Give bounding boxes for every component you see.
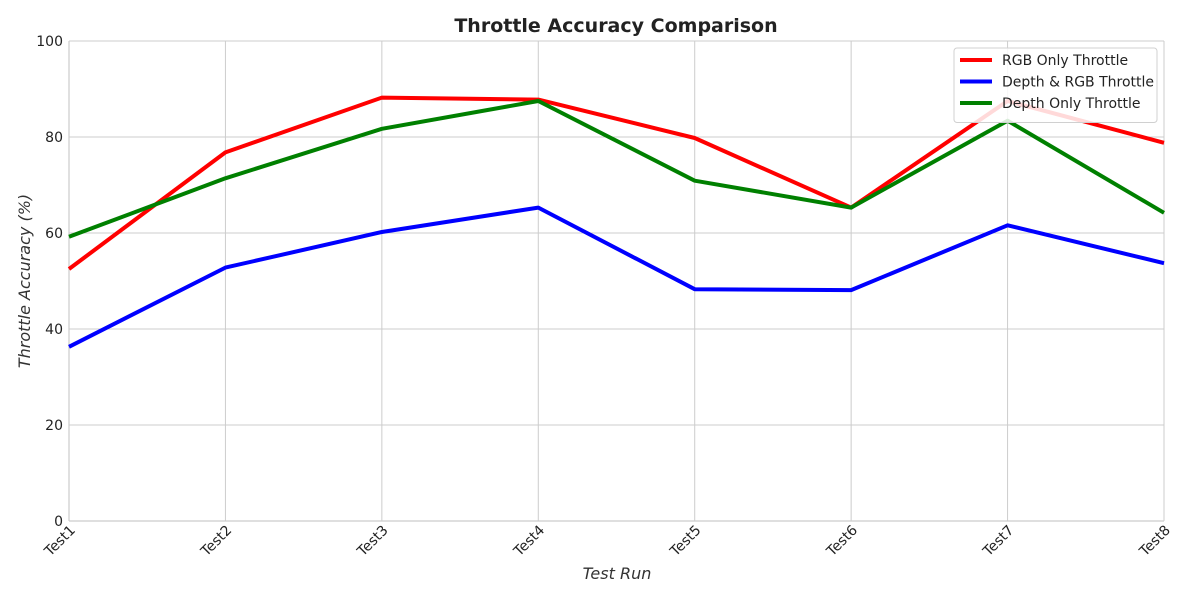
y-tick-label: 20 <box>45 418 63 434</box>
x-tick-label: Test8 <box>1136 523 1174 561</box>
y-tick-label: 0 <box>54 514 63 530</box>
legend-label: Depth & RGB Throttle <box>1002 75 1154 91</box>
x-tick-label: Test7 <box>980 523 1018 561</box>
series-line-depth-only-throttle <box>68 99 1166 239</box>
x-tick-label: Test2 <box>197 523 235 561</box>
x-tick-label: Test6 <box>823 522 861 560</box>
grid <box>68 40 1165 522</box>
y-tick-label: 60 <box>45 226 63 242</box>
x-tick-label: Test4 <box>510 522 548 560</box>
y-axis-label: Throttle Accuracy (%) <box>15 194 34 368</box>
y-tick-label: 40 <box>45 322 63 338</box>
series-line-depth-rgb-throttle <box>68 205 1165 349</box>
x-tick-label: Test3 <box>354 523 392 561</box>
legend-label: RGB Only Throttle <box>1002 53 1128 69</box>
series-group <box>67 95 1166 349</box>
axes <box>68 41 1164 522</box>
x-tick-label: Test5 <box>667 523 705 561</box>
chart-title: Throttle Accuracy Comparison <box>454 15 777 37</box>
legend-box <box>953 47 1158 123</box>
y-tick-label: 100 <box>36 34 63 50</box>
legend-label: Depth Only Throttle <box>1002 96 1141 112</box>
y-tick-label: 80 <box>45 130 63 146</box>
x-axis-label: Test Run <box>583 564 652 583</box>
legend: RGB Only Throttle Depth & RGB Throttle Dep… <box>953 47 1158 123</box>
